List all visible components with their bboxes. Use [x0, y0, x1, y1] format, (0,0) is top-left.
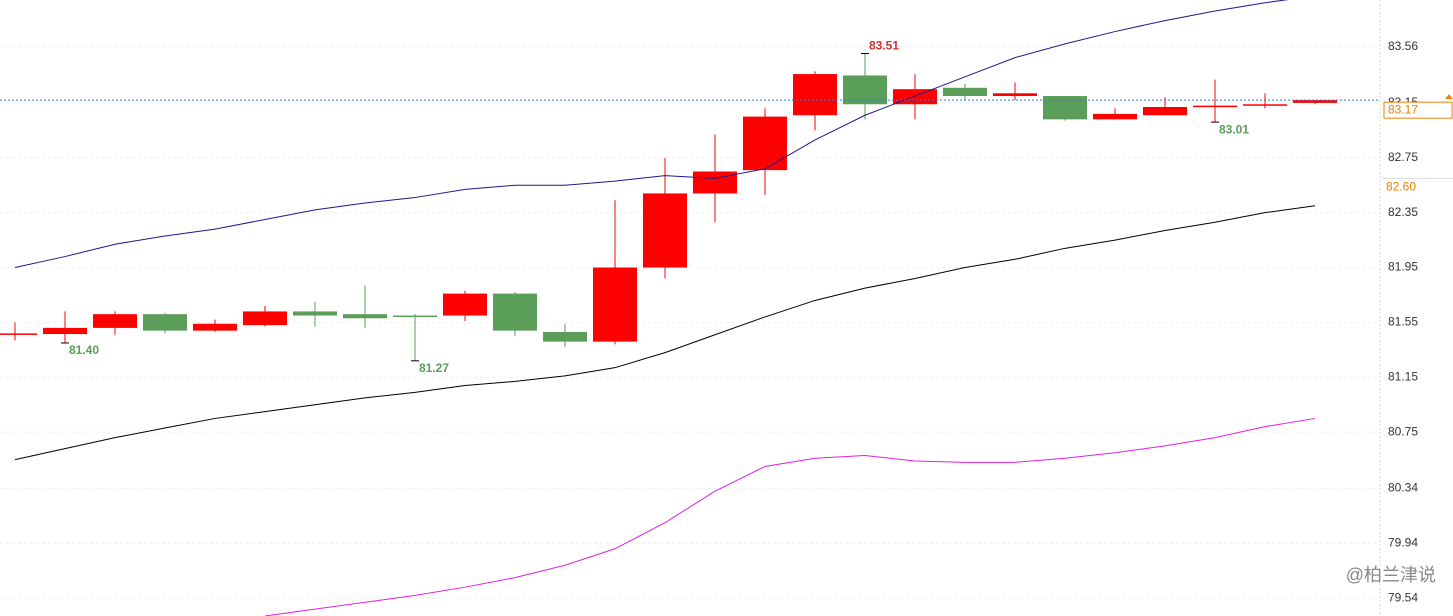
- candle-body: [643, 193, 687, 268]
- candle-body: [993, 93, 1037, 97]
- candle-body: [843, 75, 887, 105]
- candle-body: [393, 315, 437, 318]
- candle-body: [743, 116, 787, 171]
- candle-body: [1143, 107, 1187, 116]
- candle-body: [443, 293, 487, 316]
- candle-body: [593, 267, 637, 342]
- candle-body: [43, 327, 87, 335]
- candle-body: [1193, 105, 1237, 108]
- y-tick-label: 81.15: [1388, 369, 1418, 383]
- last-price-label: 83.17: [1388, 102, 1418, 116]
- candle-body: [343, 314, 387, 319]
- plot-area: [0, 0, 1380, 616]
- candle-body: [243, 311, 287, 326]
- last-price-box: [1383, 101, 1453, 119]
- candle-body: [493, 293, 537, 331]
- indicator-line: [14, 0, 1289, 269]
- candle-body: [193, 323, 237, 331]
- candle-body: [693, 171, 737, 194]
- y-tick-label: 82.75: [1388, 150, 1418, 164]
- candle-body: [1243, 104, 1287, 106]
- y-tick-label: 79.54: [1388, 590, 1418, 604]
- candle-body: [943, 87, 987, 97]
- annotation-label: 81.27: [419, 361, 449, 375]
- indicator-line: [264, 417, 1316, 616]
- y-tick-label: 80.34: [1388, 481, 1418, 495]
- candle-body: [0, 333, 37, 335]
- y-tick-label: 80.75: [1388, 424, 1418, 438]
- last-price-arrow: [1445, 94, 1453, 100]
- candle-body: [143, 314, 187, 331]
- candle-body: [543, 332, 587, 342]
- candle-body: [793, 74, 837, 116]
- y-tick-label: 83.56: [1388, 39, 1418, 53]
- y-tick-label: 81.95: [1388, 260, 1418, 274]
- marker-price-label: 82.60: [1386, 180, 1416, 194]
- watermark: @柏兰津说: [1346, 565, 1436, 585]
- y-tick-label: 82.35: [1388, 205, 1418, 219]
- annotation-label: 83.51: [869, 39, 899, 53]
- indicator-line: [14, 205, 1316, 461]
- candle-body: [293, 311, 337, 316]
- candle-body: [1093, 113, 1137, 120]
- y-tick-label: 81.55: [1388, 315, 1418, 329]
- candle-body: [1293, 100, 1337, 103]
- candle-body: [1043, 96, 1087, 120]
- y-tick-label: 79.94: [1388, 535, 1418, 549]
- annotation-label: 81.40: [69, 343, 99, 357]
- candle-body: [93, 314, 137, 328]
- annotation-label: 83.01: [1219, 122, 1249, 136]
